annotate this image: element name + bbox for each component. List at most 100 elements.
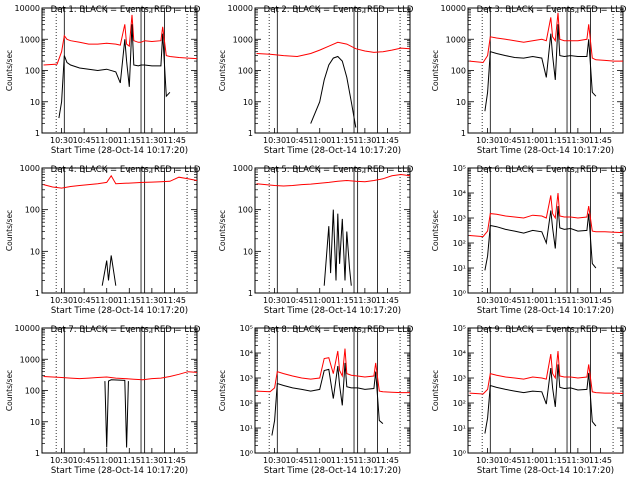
panel-title: Det 6: BLACK = Events, RED = LLD bbox=[477, 165, 627, 175]
panel-det-2: 1 10 100 1000 10000 10:30 10:45 11:00 11:15 11:30… bbox=[218, 4, 414, 156]
x-tick-label: 11:45 bbox=[376, 296, 399, 305]
y-tick-label: 1000 bbox=[446, 35, 466, 44]
lld-series-line bbox=[256, 348, 410, 394]
y-tick-label: 10000 bbox=[15, 4, 40, 13]
y-tick-label: 10 bbox=[30, 247, 40, 256]
panel-title: Det 2: BLACK = Events, RED = LLD bbox=[264, 5, 414, 15]
y-tick-label: 10⁵ bbox=[240, 324, 253, 333]
y-tick-label: 1000 bbox=[233, 35, 253, 44]
y-tick-label: 100 bbox=[451, 67, 466, 76]
y-axis-label: Counts/sec bbox=[431, 370, 440, 411]
x-tick-label: 11:30 bbox=[353, 456, 376, 465]
x-axis-label: Start Time (28-Oct-14 10:17:20) bbox=[51, 146, 188, 156]
y-tick-label: 1000 bbox=[233, 164, 253, 173]
panel-title: Det 1: BLACK = Events, RED = LLD bbox=[51, 5, 201, 15]
y-tick-label: 10000 bbox=[441, 4, 466, 13]
y-tick-label: 10² bbox=[453, 399, 466, 408]
x-axis-label: Start Time (28-Oct-14 10:17:20) bbox=[477, 466, 614, 476]
x-tick-label: 10:30 bbox=[476, 136, 499, 145]
y-tick-label: 1 bbox=[461, 129, 466, 138]
y-tick-label: 1000 bbox=[20, 164, 40, 173]
x-axis-label: Start Time (28-Oct-14 10:17:20) bbox=[51, 466, 188, 476]
y-tick-label: 10¹ bbox=[453, 264, 466, 273]
y-tick-label: 1 bbox=[35, 449, 40, 458]
lld-series-line bbox=[256, 173, 410, 187]
x-tick-label: 11:15 bbox=[331, 296, 354, 305]
y-tick-label: 1000 bbox=[20, 355, 40, 364]
x-tick-label: 10:30 bbox=[50, 456, 73, 465]
panel-title: Det 3: BLACK = Events, RED = LLD bbox=[477, 5, 627, 15]
x-tick-label: 11:30 bbox=[353, 296, 376, 305]
y-tick-label: 10 bbox=[243, 247, 253, 256]
x-tick-label: 11:30 bbox=[566, 296, 589, 305]
panel-det-4: 1 10 100 1000 10:30 10:45 11:00 11:15 11:30 11:45… bbox=[5, 164, 201, 316]
events-series-line bbox=[323, 209, 352, 286]
y-tick-label: 10000 bbox=[228, 4, 253, 13]
y-tick-label: 10⁰ bbox=[240, 449, 253, 458]
panel-det-5: 1 10 100 1000 10:30 10:45 11:00 11:15 11:30 11:45… bbox=[218, 164, 414, 316]
lld-series-line bbox=[256, 41, 410, 58]
events-series-line bbox=[484, 364, 597, 434]
y-tick-label: 1000 bbox=[20, 35, 40, 44]
panel-title: Det 4: BLACK = Events, RED = LLD bbox=[51, 165, 201, 175]
x-tick-label: 11:30 bbox=[353, 136, 376, 145]
panel-title: Det 9: BLACK = Events, RED = LLD bbox=[477, 325, 627, 335]
x-tick-label: 11:15 bbox=[544, 136, 567, 145]
plot-frame bbox=[41, 327, 198, 454]
x-axis-label: Start Time (28-Oct-14 10:17:20) bbox=[264, 466, 401, 476]
panel-det-1: 1 10 100 1000 10000 10:30 10:45 11:00 11:15 11:30… bbox=[5, 4, 201, 156]
y-tick-label: 10 bbox=[243, 98, 253, 107]
x-tick-label: 11:30 bbox=[140, 296, 163, 305]
x-tick-label: 10:30 bbox=[263, 456, 286, 465]
x-tick-label: 10:45 bbox=[286, 456, 309, 465]
x-tick-label: 11:45 bbox=[589, 136, 612, 145]
y-tick-label: 1 bbox=[35, 289, 40, 298]
x-axis-label: Start Time (28-Oct-14 10:17:20) bbox=[477, 146, 614, 156]
x-tick-label: 10:45 bbox=[499, 296, 522, 305]
y-tick-label: 10⁵ bbox=[453, 164, 466, 173]
x-tick-label: 11:30 bbox=[140, 136, 163, 145]
events-series-line bbox=[58, 24, 171, 119]
events-series-line bbox=[484, 24, 597, 112]
x-tick-label: 10:45 bbox=[286, 296, 309, 305]
events-series-line bbox=[271, 362, 384, 436]
panel-title: Det 5: BLACK = Events, RED = LLD bbox=[264, 165, 414, 175]
y-tick-label: 100 bbox=[25, 387, 40, 396]
y-tick-label: 10⁴ bbox=[240, 349, 253, 358]
y-tick-label: 10⁰ bbox=[453, 449, 466, 458]
plot-frame bbox=[467, 167, 624, 294]
y-tick-label: 100 bbox=[238, 206, 253, 215]
x-tick-label: 11:45 bbox=[589, 296, 612, 305]
y-tick-label: 1 bbox=[248, 289, 253, 298]
y-tick-label: 10000 bbox=[15, 324, 40, 333]
y-tick-label: 10³ bbox=[240, 374, 253, 383]
lld-series-line bbox=[469, 12, 623, 64]
y-tick-label: 10¹ bbox=[453, 424, 466, 433]
y-tick-label: 100 bbox=[238, 67, 253, 76]
plot-frame bbox=[254, 167, 411, 294]
x-tick-label: 11:45 bbox=[163, 456, 186, 465]
y-tick-label: 100 bbox=[25, 206, 40, 215]
x-tick-label: 11:00 bbox=[308, 456, 331, 465]
y-tick-label: 10³ bbox=[453, 214, 466, 223]
x-tick-label: 11:15 bbox=[118, 296, 141, 305]
lld-series-line bbox=[43, 174, 197, 189]
x-axis-label: Start Time (28-Oct-14 10:17:20) bbox=[264, 306, 401, 316]
y-tick-label: 10² bbox=[453, 239, 466, 248]
x-tick-label: 10:45 bbox=[286, 136, 309, 145]
x-tick-label: 11:45 bbox=[589, 456, 612, 465]
x-tick-label: 11:00 bbox=[521, 456, 544, 465]
y-tick-label: 10⁴ bbox=[453, 189, 466, 198]
y-tick-label: 10² bbox=[240, 399, 253, 408]
y-axis-label: Counts/sec bbox=[431, 50, 440, 91]
x-tick-label: 11:45 bbox=[163, 296, 186, 305]
y-axis-label: Counts/sec bbox=[218, 210, 227, 251]
x-tick-label: 10:30 bbox=[50, 136, 73, 145]
x-tick-label: 11:30 bbox=[566, 136, 589, 145]
y-axis-label: Counts/sec bbox=[5, 370, 14, 411]
x-tick-label: 11:00 bbox=[521, 296, 544, 305]
